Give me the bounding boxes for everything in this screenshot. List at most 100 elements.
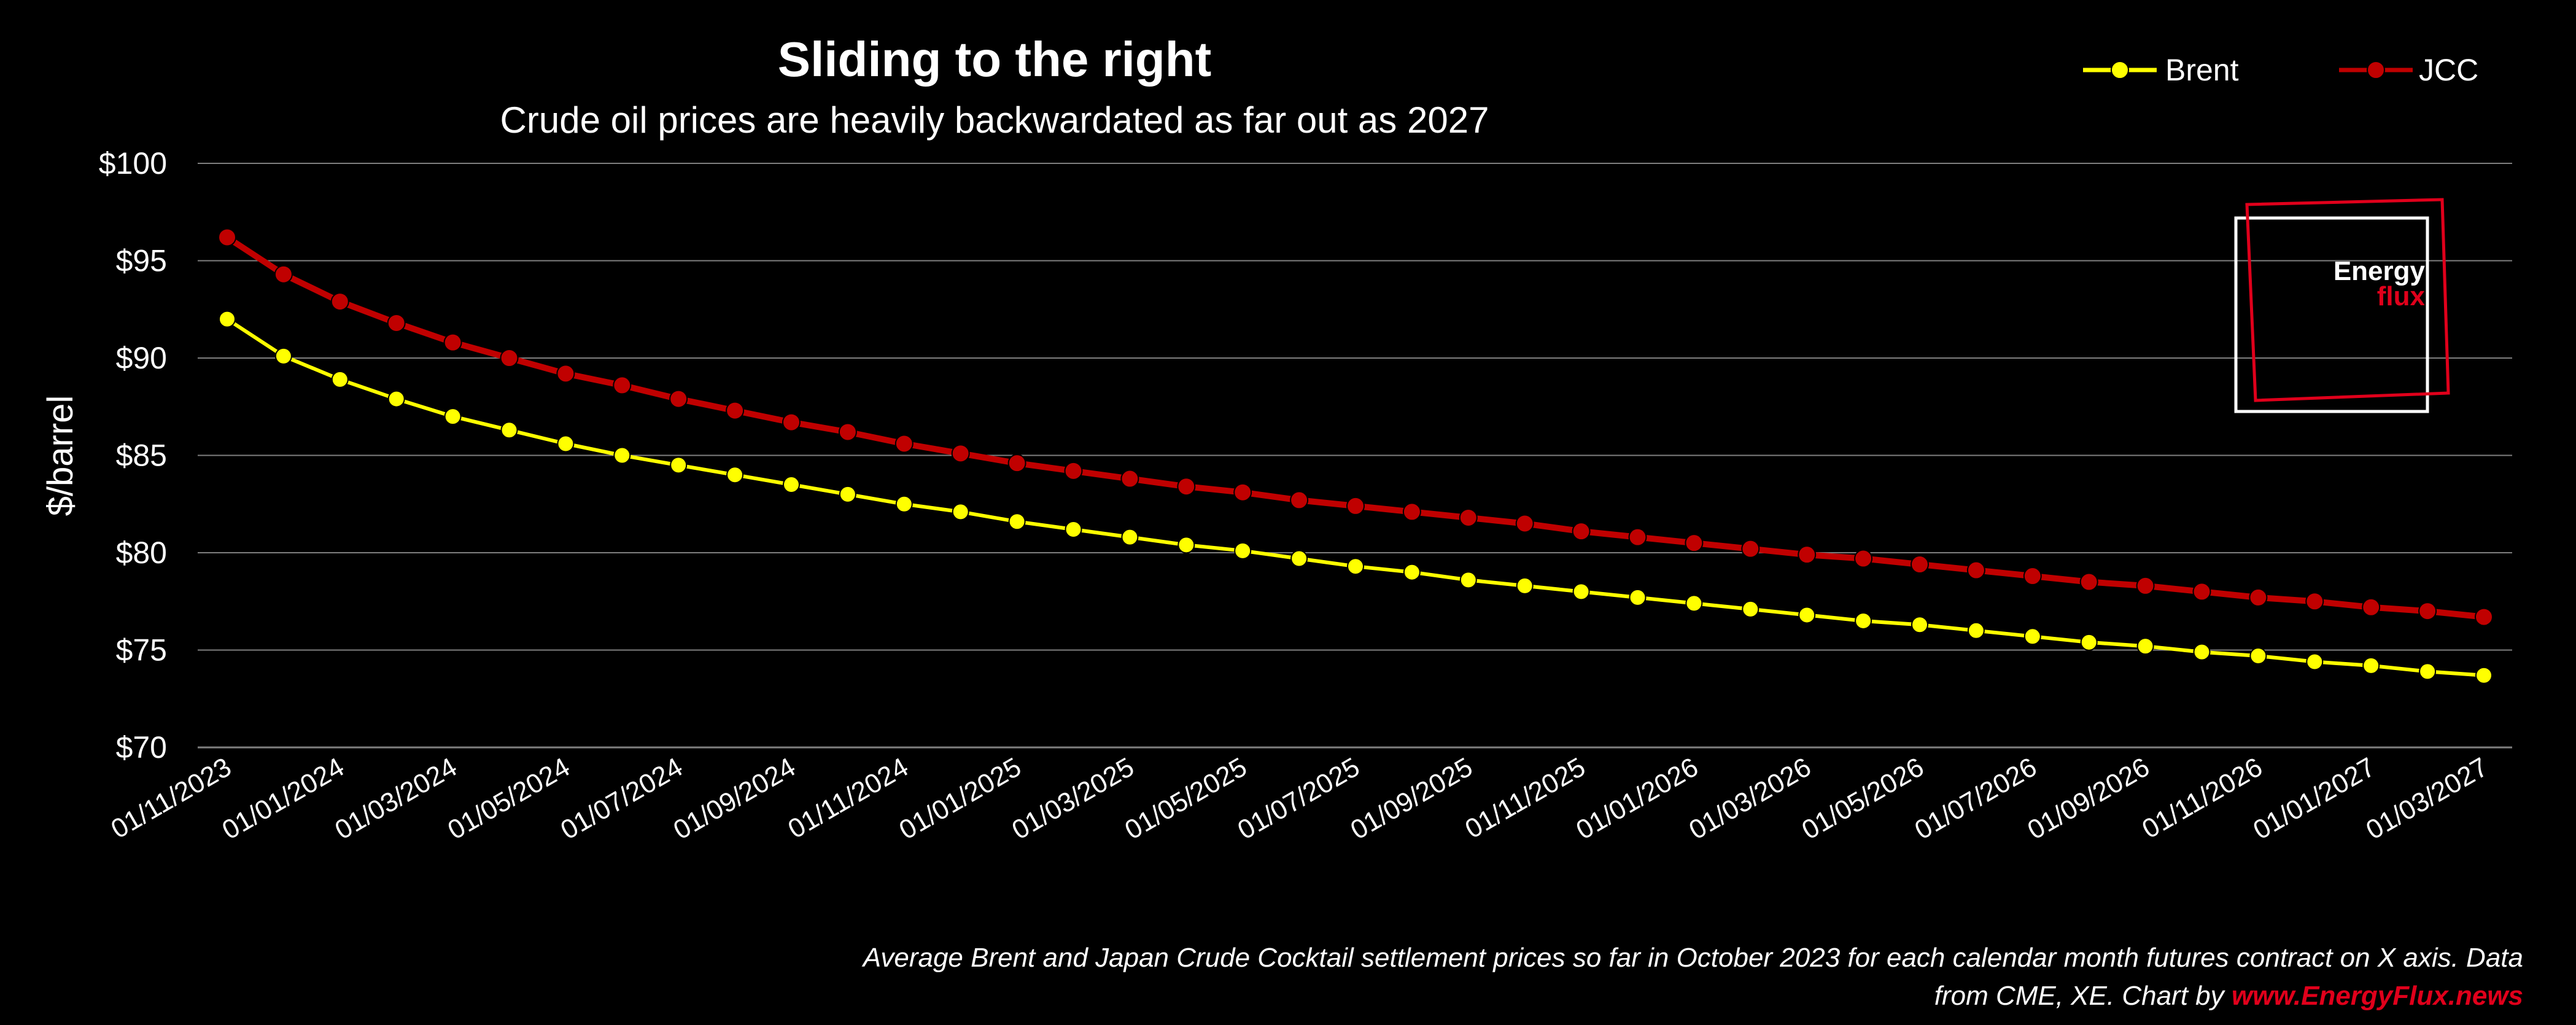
data-point-brent [839,485,856,503]
data-point-jcc [330,292,349,311]
data-point-brent [670,456,688,474]
y-axis-label: $/barrel [41,396,80,516]
y-tick-label: $85 [116,438,167,473]
data-point-brent [1798,606,1816,624]
y-tick-label: $70 [116,730,167,765]
footer-source-text: from CME, XE. Chart by [1934,981,2232,1011]
data-point-jcc [2475,607,2493,626]
data-point-brent [331,370,349,388]
data-point-brent [1008,513,1026,531]
data-point-jcc [1177,477,1196,496]
data-point-jcc [782,413,801,432]
data-point-jcc [669,389,688,408]
data-point-jcc [1854,549,1873,568]
data-point-brent [1572,583,1590,601]
data-point-jcc [838,423,857,442]
data-point-jcc [1402,502,1421,521]
data-point-jcc [387,313,406,332]
data-point-brent [1347,558,1364,575]
data-point-jcc [1515,514,1534,533]
footer-note-line1: Average Brent and Japan Crude Cocktail s… [861,943,2523,973]
data-point-jcc [2023,567,2042,586]
data-point-jcc [613,376,632,395]
y-tick-label: $95 [116,244,167,278]
data-point-jcc [1798,545,1817,564]
data-point-brent [2419,663,2437,680]
energyflux-logo: Energy flux [2234,198,2450,413]
data-point-brent [219,310,236,328]
chart-subtitle: Crude oil prices are heavily backwardate… [500,99,1489,141]
data-point-brent [1742,600,1759,618]
y-tick-label: $80 [116,536,167,570]
data-point-brent [1459,571,1477,589]
data-point-brent [2136,637,2154,655]
legend-item-brent: Brent [2083,53,2239,87]
data-point-jcc [1290,491,1309,510]
data-point-jcc [1572,522,1591,541]
data-point-jcc [274,265,293,284]
data-point-jcc [2249,588,2268,607]
gridlines [198,163,2512,749]
data-point-brent [2362,657,2380,674]
data-point-brent [2023,628,2041,645]
data-point-jcc [2305,592,2324,611]
data-point-jcc [1459,508,1478,527]
data-point-brent [1967,622,1985,639]
data-point-brent [1685,594,1703,612]
data-point-brent [726,466,744,484]
data-point-brent [557,435,575,453]
data-point-brent [1177,536,1195,554]
footer-note-line2: from CME, XE. Chart by www.EnergyFlux.ne… [1934,981,2523,1011]
data-point-brent [1290,550,1308,567]
data-point-brent [783,476,800,494]
data-point-brent [387,390,405,408]
data-point-brent [274,347,292,365]
data-point-jcc [218,228,236,247]
data-point-brent [1121,528,1139,546]
legend-label-brent: Brent [2165,53,2239,87]
data-point-jcc [556,364,575,383]
legend: Brent JCC [2083,53,2478,87]
data-point-brent [2306,653,2324,671]
logo-frame-red [2245,198,2450,402]
data-point-jcc [443,333,462,352]
data-point-jcc [951,444,970,463]
data-point-brent [2193,643,2211,661]
data-point-jcc [1628,528,1647,547]
y-tick-label: $100 [99,146,167,181]
data-point-jcc [894,434,914,453]
data-point-brent [2475,666,2493,684]
data-point-jcc [1741,539,1760,558]
data-point-brent [1629,588,1647,606]
chart-title: Sliding to the right [778,32,1212,87]
data-point-jcc [1911,555,1929,574]
data-point-jcc [2418,602,2437,621]
data-point-jcc [1007,454,1026,473]
y-axis-ticks: $100 $95 $90 $85 $80 $75 $70 [99,146,167,765]
data-point-jcc [1346,496,1365,515]
data-point-jcc [726,401,745,420]
logo-text-flux: flux [2377,281,2426,311]
y-tick-label: $90 [116,341,167,375]
data-point-jcc [1233,483,1252,502]
logo-text-energy: Energy [2334,256,2426,286]
data-point-brent [1516,577,1534,594]
series-layer [218,228,2493,684]
data-point-brent [2249,647,2267,665]
logo-frame-white [2234,216,2429,413]
data-point-jcc [1685,534,1704,553]
data-point-jcc [1120,469,1139,488]
data-point-jcc [1966,561,1985,580]
data-point-jcc [2362,598,2381,617]
data-point-brent [500,421,518,439]
data-point-jcc [2136,576,2155,595]
data-point-jcc [2079,572,2098,591]
y-tick-label: $75 [116,633,167,668]
data-point-brent [2080,633,2098,651]
data-point-brent [444,408,462,426]
footer-link[interactable]: www.EnergyFlux.news [2232,981,2523,1011]
data-point-brent [952,503,969,521]
data-point-brent [1855,612,1872,629]
